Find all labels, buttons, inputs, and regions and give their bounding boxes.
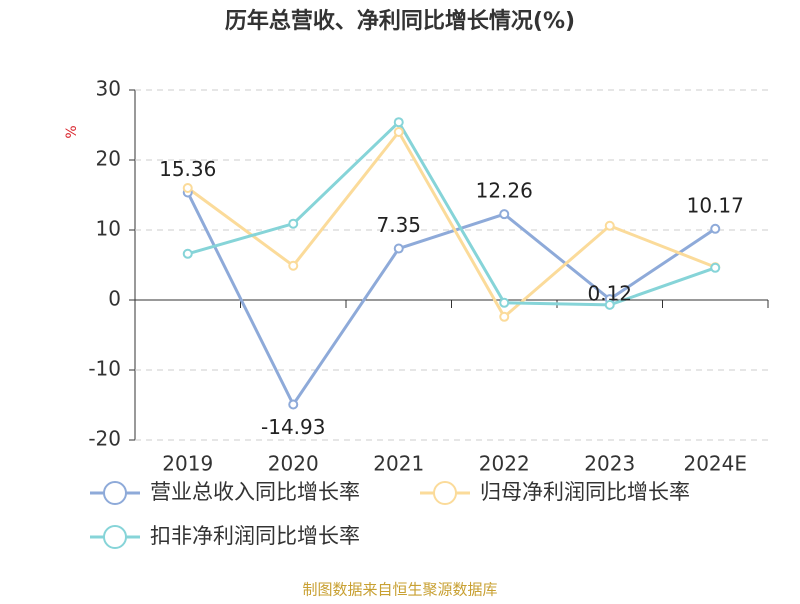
series-line [186, 129, 716, 320]
data-point [288, 399, 299, 410]
data-point [393, 117, 404, 128]
data-point [604, 220, 615, 231]
y-tick-label: 10 [96, 217, 121, 241]
y-axis-label: % [64, 125, 80, 138]
data-label: -14.93 [261, 415, 325, 439]
y-tick-label: 30 [96, 77, 121, 101]
x-tick-label: 2021 [373, 452, 424, 476]
x-tick-label: 2019 [162, 452, 213, 476]
data-label: 10.17 [687, 193, 744, 217]
data-point [182, 183, 193, 193]
data-point [393, 243, 404, 254]
data-point [710, 262, 721, 273]
legend-label: 归母净利润同比增长率 [480, 480, 690, 504]
legend-marker [103, 481, 127, 505]
data-point [499, 311, 510, 322]
data-point [499, 209, 510, 220]
data-point [710, 223, 721, 234]
data-point [499, 297, 510, 308]
data-point [393, 127, 404, 137]
y-tick-label: 20 [96, 147, 121, 171]
legend-marker [103, 525, 127, 549]
y-tick-label: -20 [88, 427, 121, 451]
y-tick-label: -10 [88, 357, 121, 381]
data-label: 15.36 [159, 157, 216, 181]
data-label: 12.26 [476, 179, 533, 203]
y-tick-label: 0 [108, 287, 121, 311]
x-tick-label: 2022 [479, 452, 530, 476]
series-line [187, 119, 716, 307]
x-tick-label: 2023 [584, 452, 635, 476]
data-point [182, 248, 193, 259]
x-tick-label: 2024E [683, 452, 747, 476]
legend-marker [433, 481, 457, 505]
data-label: 7.35 [376, 213, 421, 237]
source-note: 制图数据来自恒生聚源数据库 [302, 581, 497, 599]
chart-title: 历年总营收、净利同比增长情况(%) [225, 8, 575, 34]
data-point [288, 260, 299, 271]
data-point [288, 218, 299, 229]
legend-label: 营业总收入同比增长率 [150, 480, 360, 504]
x-tick-label: 2020 [268, 452, 319, 476]
legend-label: 扣非净利润同比增长率 [150, 524, 360, 548]
series-line [186, 191, 717, 408]
data-point [604, 299, 615, 310]
